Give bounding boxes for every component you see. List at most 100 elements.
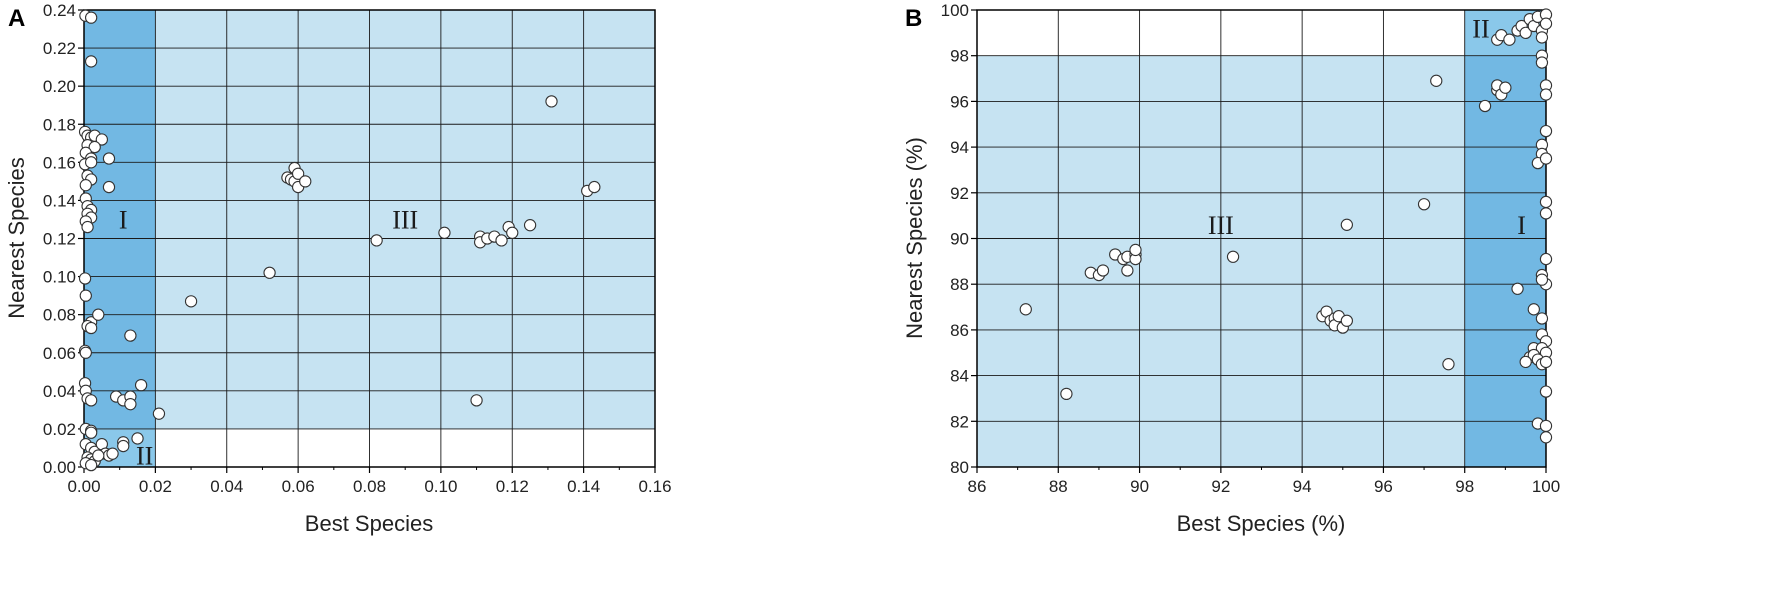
data-point [1499,81,1512,94]
data-point [1535,56,1549,69]
data-point [495,234,508,247]
data-point [1539,152,1553,165]
data-point [1096,264,1110,277]
panel-label: A [8,5,25,32]
x-tick-label: 88 [1049,477,1068,496]
data-point [1519,26,1532,39]
x-tick-label: 100 [1532,477,1560,496]
y-axis-label: Nearest Species (%) [902,137,927,339]
data-point [1539,207,1553,220]
x-axis-label: Best Species (%) [1177,511,1346,536]
data-point [1442,358,1455,371]
data-point [438,226,451,239]
data-point [88,140,101,154]
x-tick-label: 0.06 [282,477,315,496]
data-point [370,234,383,247]
data-point [1226,250,1240,263]
data-point [299,175,312,188]
data-point [106,447,119,460]
data-point [1527,303,1540,316]
x-tick-label: 94 [1293,477,1312,496]
data-point [1019,303,1032,316]
data-point [124,398,137,411]
region-label-III: III [1208,211,1234,240]
data-point [1340,314,1353,327]
panel-label: B [905,5,922,32]
data-point [291,167,305,180]
data-point [79,289,92,302]
region-label-I: I [1517,211,1526,240]
region-I-fill [1464,55,1546,467]
region-label-II: II [136,442,153,471]
y-tick-label: 100 [941,1,969,20]
data-point [84,426,98,439]
x-tick-label: 0.00 [67,477,100,496]
x-tick-label: 0.08 [353,477,386,496]
data-point [102,152,116,165]
data-point [102,180,116,194]
data-point [79,346,92,359]
data-point [1519,355,1532,369]
data-point [1503,33,1516,46]
y-tick-label: 0.02 [43,420,76,439]
x-tick-label: 0.02 [139,477,172,496]
data-point [134,378,148,392]
data-point [95,133,108,146]
data-point [92,308,105,321]
data-point [1539,17,1553,30]
x-axis-label: Best Species [305,511,433,536]
data-point [1121,264,1134,277]
data-point [117,439,130,453]
data-point [470,394,483,407]
data-point [1539,195,1553,209]
data-point [152,407,166,420]
y-tick-label: 96 [950,92,969,111]
y-tick-label: 0.10 [43,268,76,287]
data-point [78,272,92,285]
data-point [81,220,94,234]
data-point [84,11,98,24]
y-tick-label: 0.06 [43,344,76,363]
data-point [1430,74,1443,87]
y-tick-label: 0.08 [43,306,76,325]
data-point [131,432,144,445]
x-tick-label: 98 [1455,477,1474,496]
x-tick-label: 0.16 [638,477,671,496]
y-tick-label: 0.04 [43,382,76,401]
y-tick-label: 98 [950,47,969,66]
data-point [1539,419,1553,433]
y-tick-label: 84 [950,367,969,386]
y-tick-label: 0.24 [43,1,76,20]
data-point [1535,31,1549,44]
data-point [588,180,601,194]
data-point [1535,312,1549,325]
y-tick-label: 86 [950,321,969,340]
data-point [1340,218,1353,231]
data-point [124,329,137,342]
data-point [84,55,98,68]
data-point [263,266,276,279]
data-point [84,321,98,335]
y-tick-label: 90 [950,230,969,249]
data-point [1539,355,1553,369]
y-tick-label: 0.16 [43,153,76,172]
y-tick-label: 0.14 [43,191,76,210]
data-point [1478,99,1492,113]
x-tick-label: 92 [1211,477,1230,496]
y-tick-label: 0.00 [43,458,76,477]
data-point [92,449,105,462]
data-point [79,179,92,192]
region-III-fill [977,55,1546,467]
data-point [1060,387,1073,401]
y-axis-label: Nearest Species [4,157,29,318]
data-point [1539,431,1553,444]
data-point [1539,385,1553,398]
data-point [1129,243,1142,257]
data-point [84,156,98,169]
y-tick-label: 0.12 [43,230,76,249]
x-tick-label: 0.10 [424,477,457,496]
x-tick-label: 0.12 [496,477,529,496]
data-point [1539,88,1553,101]
y-tick-label: 0.18 [43,115,76,134]
